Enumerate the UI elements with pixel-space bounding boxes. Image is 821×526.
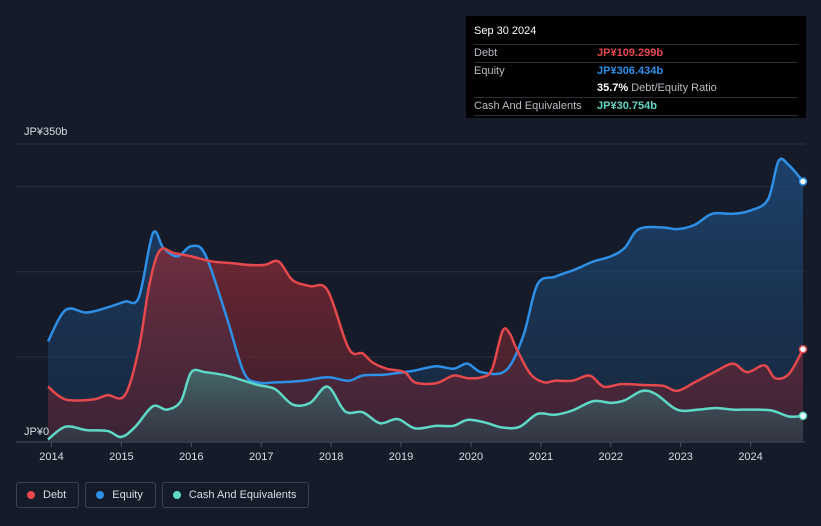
tooltip-cash-row: Cash And Equivalents JP¥30.754b	[474, 98, 798, 116]
debt-dot-icon	[27, 491, 35, 499]
legend-item-equity[interactable]: Equity	[85, 482, 156, 508]
tooltip-ratio-value: 35.7%	[597, 82, 629, 94]
x-tick-label: 2018	[319, 451, 343, 463]
legend-cash-label: Cash And Equivalents	[188, 489, 297, 501]
data-tooltip: Sep 30 2024 Debt JP¥109.299b Equity JP¥3…	[466, 16, 806, 118]
tooltip-debt-row: Debt JP¥109.299b	[474, 45, 798, 63]
y-axis-max-label: JP¥350b	[24, 126, 67, 138]
x-tick-label: 2022	[599, 451, 623, 463]
x-tick-label: 2019	[389, 451, 413, 463]
x-axis-ticks: 2014 2015 2016 2017 2018 2019 2020 2021 2022 2023…	[39, 442, 763, 463]
tooltip-ratio-label: Debt/Equity Ratio	[631, 82, 717, 94]
cash-line	[47, 368, 804, 441]
y-axis-min-label: JP¥0	[24, 426, 49, 438]
end-markers	[798, 177, 808, 421]
x-tick-label: 2016	[179, 451, 203, 463]
tooltip-equity-row: Equity JP¥306.434b	[474, 63, 798, 80]
x-tick-label: 2015	[109, 451, 133, 463]
tooltip-equity-label: Equity	[474, 65, 505, 77]
series-areas	[48, 158, 803, 442]
legend-debt-label: Debt	[43, 489, 67, 501]
equity-dot-icon	[96, 491, 105, 499]
legend-item-cash[interactable]: Cash And Equivalents	[161, 482, 310, 508]
cash-end-marker	[798, 411, 808, 421]
x-tick-label: 2014	[39, 451, 63, 463]
x-tick-label: 2020	[459, 451, 483, 463]
debt-end-marker	[798, 344, 808, 354]
x-tick-label: 2024	[738, 451, 762, 463]
tooltip-debt-label: Debt	[474, 47, 498, 59]
legend-equity-label: Equity	[112, 489, 143, 501]
equity-end-marker	[798, 177, 808, 186]
series-lines	[46, 157, 805, 441]
debt-line	[47, 247, 805, 402]
cash-dot-icon	[172, 491, 181, 499]
tooltip-date: Sep 30 2024	[474, 24, 798, 45]
cash-area	[48, 369, 803, 442]
tooltip-equity-value: JP¥306.434b	[597, 65, 664, 77]
tooltip-ratio-row: 35.7% Debt/Equity Ratio	[474, 80, 798, 98]
tooltip-debt-value: JP¥109.299b	[597, 47, 664, 59]
x-tick-label: 2023	[668, 451, 692, 463]
tooltip-cash-value: JP¥30.754b	[597, 100, 657, 112]
x-tick-label: 2017	[249, 451, 273, 463]
chart-legend: Debt Equity Cash And Equivalents	[16, 482, 310, 508]
legend-item-debt[interactable]: Debt	[16, 482, 80, 508]
x-tick-label: 2021	[529, 451, 553, 463]
tooltip-cash-label: Cash And Equivalents	[474, 100, 582, 112]
